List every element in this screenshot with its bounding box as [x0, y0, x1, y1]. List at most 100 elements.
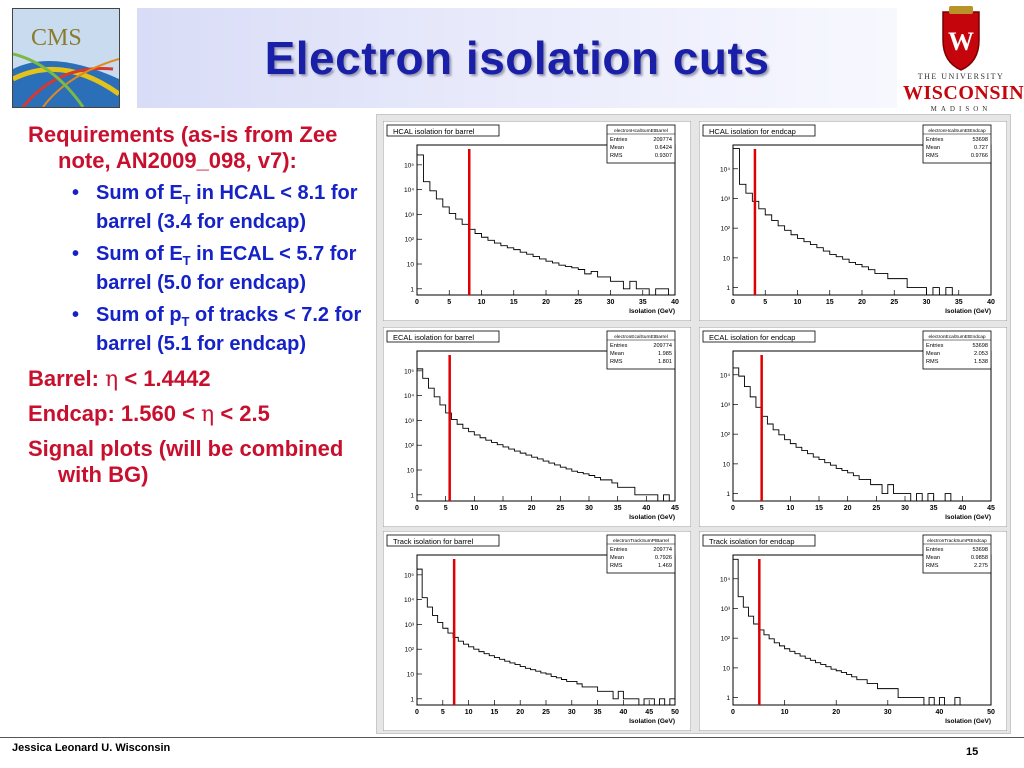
stats-name: electronHcalSumEtBarrel [614, 128, 668, 134]
x-tick-label: 35 [639, 299, 647, 306]
y-tick-label: 10 [723, 461, 731, 468]
y-tick-label: 10⁴ [720, 372, 730, 379]
stats-value: 209774 [653, 137, 672, 143]
stats-name: electronTrackSumPtEndcap [927, 538, 987, 544]
plot-area [732, 350, 992, 502]
x-tick-label: 0 [731, 505, 735, 512]
histogram-title: Track isolation for endcap [709, 537, 795, 546]
x-tick-label: 20 [528, 505, 536, 512]
x-tick-label: 15 [491, 709, 499, 716]
x-tick-label: 0 [731, 299, 735, 306]
plot-area [416, 554, 676, 706]
histogram-title: Track isolation for barrel [393, 537, 474, 546]
stats-value: 0.9858 [971, 555, 988, 561]
histogram-title-box [386, 534, 500, 547]
stats-label: Mean [926, 145, 940, 151]
histogram-title-box [702, 330, 816, 343]
stats-label: RMS [926, 563, 939, 569]
x-tick-label: 10 [478, 299, 486, 306]
y-tick-label: 10⁴ [720, 166, 730, 173]
stats-name: electronTrackSumPtBarrel [613, 538, 669, 544]
histogram-title: HCAL isolation for endcap [709, 127, 796, 136]
stats-label: Mean [926, 351, 940, 357]
y-tick-label: 10³ [405, 622, 415, 629]
y-tick-label: 10² [405, 647, 415, 654]
slide-title: Electron isolation cuts [264, 32, 770, 84]
stats-label: Entries [926, 343, 944, 349]
stats-value: 53698 [972, 343, 988, 349]
x-tick-label: 30 [585, 505, 593, 512]
x-tick-label: 35 [955, 299, 963, 306]
stats-box [606, 330, 676, 370]
x-tick-label: 5 [763, 299, 767, 306]
stats-box [606, 124, 676, 164]
stats-value: 1.469 [658, 563, 672, 569]
x-tick-label: 5 [447, 299, 451, 306]
histogram-series [732, 558, 991, 706]
x-tick-label: 50 [671, 709, 679, 716]
histogram-5: Track isolation for barrel electronTrackS… [383, 531, 691, 731]
y-tick-label: 10⁵ [404, 572, 414, 579]
uw-logo-line2: WISCONSIN [903, 82, 1024, 104]
stats-label: Mean [926, 555, 940, 561]
stats-value: 0.9766 [971, 153, 988, 159]
y-tick-label: 1 [726, 491, 730, 498]
x-tick-label: 10 [465, 709, 473, 716]
footer-divider [0, 737, 1024, 738]
stats-label: Entries [926, 137, 944, 143]
uw-logo-line3: MADISON [930, 105, 992, 113]
y-tick-label: 1 [410, 696, 414, 703]
x-tick-label: 20 [832, 709, 840, 716]
histogram-series [732, 148, 991, 296]
y-tick-label: 1 [726, 285, 730, 292]
stats-value: 0.727 [974, 145, 988, 151]
x-tick-label: 40 [642, 505, 650, 512]
x-tick-label: 20 [516, 709, 524, 716]
bullet-tracks: • Sum of pT of tracks < 7.2 for barrel (5… [72, 304, 362, 355]
y-tick-label: 10⁴ [404, 187, 414, 194]
stats-label: RMS [610, 153, 623, 159]
histogram-title-box [702, 534, 816, 547]
y-tick-label: 1 [410, 492, 414, 499]
uw-crest-letter: W [948, 27, 974, 56]
x-tick-label: 20 [858, 299, 866, 306]
bullet-text: Requirements (as-is from Zee note, AN200… [28, 122, 368, 496]
uw-logo: W THE UNIVERSITY WISCONSIN MADISON [903, 4, 1024, 114]
plot-area [732, 554, 992, 706]
requirement-list: • Sum of ET in HCAL < 8.1 for barrel (3.4… [28, 182, 368, 356]
x-tick-label: 40 [958, 505, 966, 512]
y-tick-label: 10³ [721, 402, 731, 409]
y-tick-label: 10 [723, 665, 731, 672]
stats-value: 0.9307 [655, 153, 672, 159]
x-tick-label: 10 [781, 709, 789, 716]
stats-label: RMS [610, 563, 623, 569]
x-tick-label: 0 [731, 709, 735, 716]
x-tick-label: 40 [671, 299, 679, 306]
x-tick-label: 15 [499, 505, 507, 512]
y-tick-label: 10³ [721, 196, 731, 203]
plot-area [732, 144, 992, 296]
uw-crest-icon: W [942, 6, 980, 71]
stats-label: Entries [610, 343, 628, 349]
y-tick-label: 10³ [405, 418, 415, 425]
x-axis-label: Isolation (GeV) [629, 308, 675, 315]
plot-area [416, 350, 676, 502]
histogram-2: HCAL isolation for endcap electronHcalSum… [699, 121, 1007, 321]
x-tick-label: 10 [470, 505, 478, 512]
stats-box [922, 330, 992, 370]
x-tick-label: 5 [760, 505, 764, 512]
x-tick-label: 15 [815, 505, 823, 512]
x-tick-label: 5 [441, 709, 445, 716]
stats-value: 1.538 [974, 359, 988, 365]
stats-box [922, 534, 992, 574]
stats-label: Mean [610, 145, 624, 151]
stats-label: RMS [926, 359, 939, 365]
histogram-3: ECAL isolation for barrel electronEcalSum… [383, 327, 691, 527]
cms-logo-art: CMS [13, 9, 119, 107]
x-tick-label: 30 [901, 505, 909, 512]
y-tick-label: 10 [407, 672, 415, 679]
x-tick-label: 10 [786, 505, 794, 512]
stats-label: RMS [926, 153, 939, 159]
stats-value: 0.6424 [655, 145, 672, 151]
stats-value: 209774 [653, 343, 672, 349]
